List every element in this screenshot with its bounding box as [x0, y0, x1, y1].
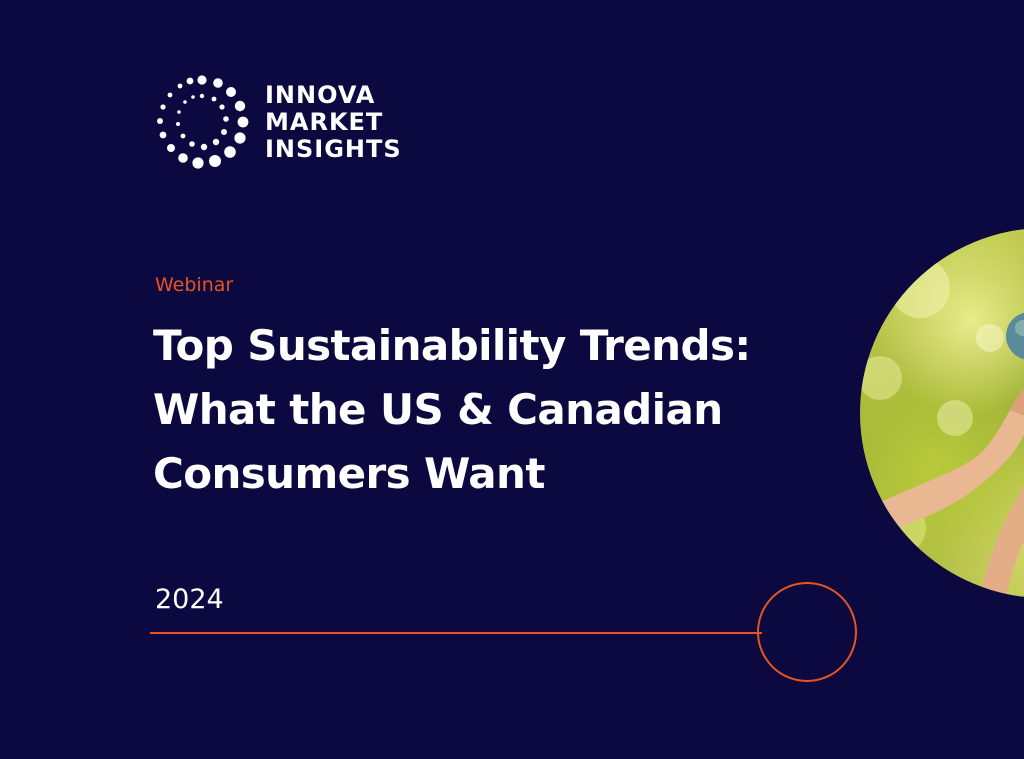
- year-label: 2024: [155, 584, 224, 615]
- brand-line-1: INNOVA: [265, 81, 376, 109]
- hands-reaching-photo: [860, 228, 1024, 598]
- accent-circle-icon: [757, 582, 857, 682]
- brand-logo: INNOVA MARKET INSIGHTS: [154, 74, 424, 170]
- hands-illustration-icon: [860, 258, 1024, 598]
- slide-title: Top Sustainability Trends: What the US &…: [153, 314, 853, 506]
- accent-divider-line: [150, 632, 762, 634]
- brand-line-2: MARKET: [265, 108, 384, 136]
- title-line-3: Consumers Want: [153, 449, 545, 498]
- dotted-circle-logo-icon: [157, 75, 249, 169]
- title-line-1: Top Sustainability Trends:: [153, 321, 751, 370]
- brand-line-3: INSIGHTS: [265, 135, 402, 163]
- event-type-label: Webinar: [155, 274, 234, 296]
- brand-wordmark: INNOVA MARKET INSIGHTS: [265, 82, 402, 163]
- title-line-2: What the US & Canadian: [153, 385, 723, 434]
